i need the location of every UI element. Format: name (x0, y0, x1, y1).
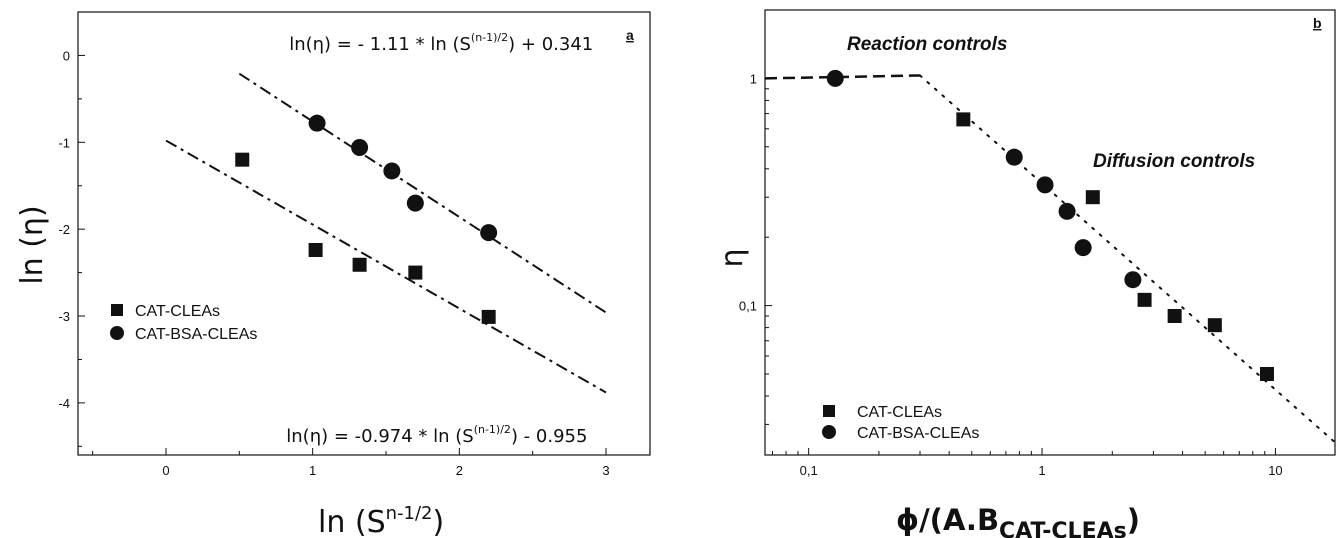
panel-b-legend: CAT-CLEAs CAT-BSA-CLEAs (822, 404, 979, 442)
panel-b-trend-lines (764, 74, 1336, 444)
data-point-square (408, 265, 423, 280)
fit-line (165, 139, 607, 394)
data-point-square (235, 152, 250, 167)
x-tick-label: 2 (456, 463, 463, 478)
y-tick-label: -4 (58, 396, 70, 411)
panel-a-label: a (626, 27, 634, 43)
data-point-square (1085, 190, 1100, 205)
data-point-circle (826, 69, 844, 87)
panel-a-ticks: 0 1 2 3 0 -1 -2 -3 -4 (58, 48, 609, 478)
data-point-circle (1074, 239, 1092, 257)
data-point-square (352, 257, 367, 272)
panel-a-equation-lower: ln(η) = -0.974 * ln (S(n-1)/2) - 0.955 (286, 423, 587, 447)
y-tick-label: -1 (58, 135, 70, 150)
data-point-square (1259, 366, 1274, 381)
y-tick-label: -3 (58, 309, 70, 324)
panel-a-points (235, 114, 498, 324)
legend-square-marker (823, 405, 835, 417)
x-tick-label: 0,1 (800, 463, 818, 478)
data-point-circle (1058, 202, 1076, 220)
legend-label-cat-cleas: CAT-CLEAs (857, 404, 942, 421)
data-point-square (1137, 292, 1152, 307)
panel-a-x-axis-title: ln (Sn-1/2) (318, 503, 444, 538)
annotation-diffusion-controls: Diffusion controls (1093, 151, 1255, 172)
data-point-square (481, 309, 496, 324)
legend-label-cat-cleas: CAT-CLEAs (135, 303, 220, 320)
data-point-circle (1036, 176, 1054, 194)
panel-b-frame (764, 9, 1336, 456)
y-tick-label: -2 (58, 222, 70, 237)
y-tick-label: 0 (63, 48, 70, 63)
legend-label-cat-bsa-cleas: CAT-BSA-CLEAs (857, 425, 979, 442)
annotation-reaction-controls: Reaction controls (847, 34, 1007, 55)
data-point-circle (308, 114, 326, 132)
y-tick-label: 1 (750, 71, 757, 86)
legend-square-marker (111, 304, 123, 316)
data-point-circle (1124, 271, 1142, 289)
legend-circle-marker (822, 425, 836, 439)
data-point-square (956, 112, 971, 127)
x-tick-label: 1 (1038, 463, 1045, 478)
legend-circle-marker (110, 326, 124, 340)
panel-a-legend: CAT-CLEAs CAT-BSA-CLEAs (110, 303, 257, 343)
data-point-circle (1005, 148, 1023, 166)
legend-label-cat-bsa-cleas: CAT-BSA-CLEAs (135, 326, 257, 343)
panel-b-y-axis-title: η (715, 248, 750, 267)
fit-line (238, 72, 607, 314)
panel-b-label: b (1313, 15, 1322, 31)
data-point-circle (351, 139, 369, 157)
panel-a-fit-lines (165, 72, 607, 394)
x-tick-label: 0 (162, 463, 169, 478)
y-tick-label: 0,1 (739, 299, 757, 314)
panel-b: 0,1 1 10 1 0,1 b Reaction controls Diffusion… (715, 9, 1336, 538)
panel-b-x-axis-title: ϕ/(A.BCAT-CLEAs) (896, 503, 1140, 538)
panel-a-y-axis-title: ln (η) (15, 205, 50, 284)
x-tick-label: 10 (1268, 463, 1282, 478)
diffusion-trend-line (919, 74, 1336, 444)
x-tick-label: 3 (602, 463, 609, 478)
data-point-square (1207, 318, 1222, 333)
panel-a: 0 1 2 3 0 -1 -2 -3 -4 a ln(η) = - 1.11 * ln (S(n… (15, 11, 651, 538)
data-point-circle (480, 224, 498, 242)
x-tick-label: 1 (309, 463, 316, 478)
data-point-square (1167, 308, 1182, 323)
panel-a-equation-upper: ln(η) = - 1.11 * ln (S(n-1)/2) + 0.341 (289, 31, 593, 55)
panel-a-frame (77, 11, 651, 456)
panel-b-ticks: 0,1 1 10 1 0,1 (739, 71, 1283, 478)
panel-b-points (826, 69, 1274, 381)
data-point-square (308, 243, 323, 258)
data-point-circle (406, 194, 424, 212)
data-point-circle (383, 162, 401, 180)
